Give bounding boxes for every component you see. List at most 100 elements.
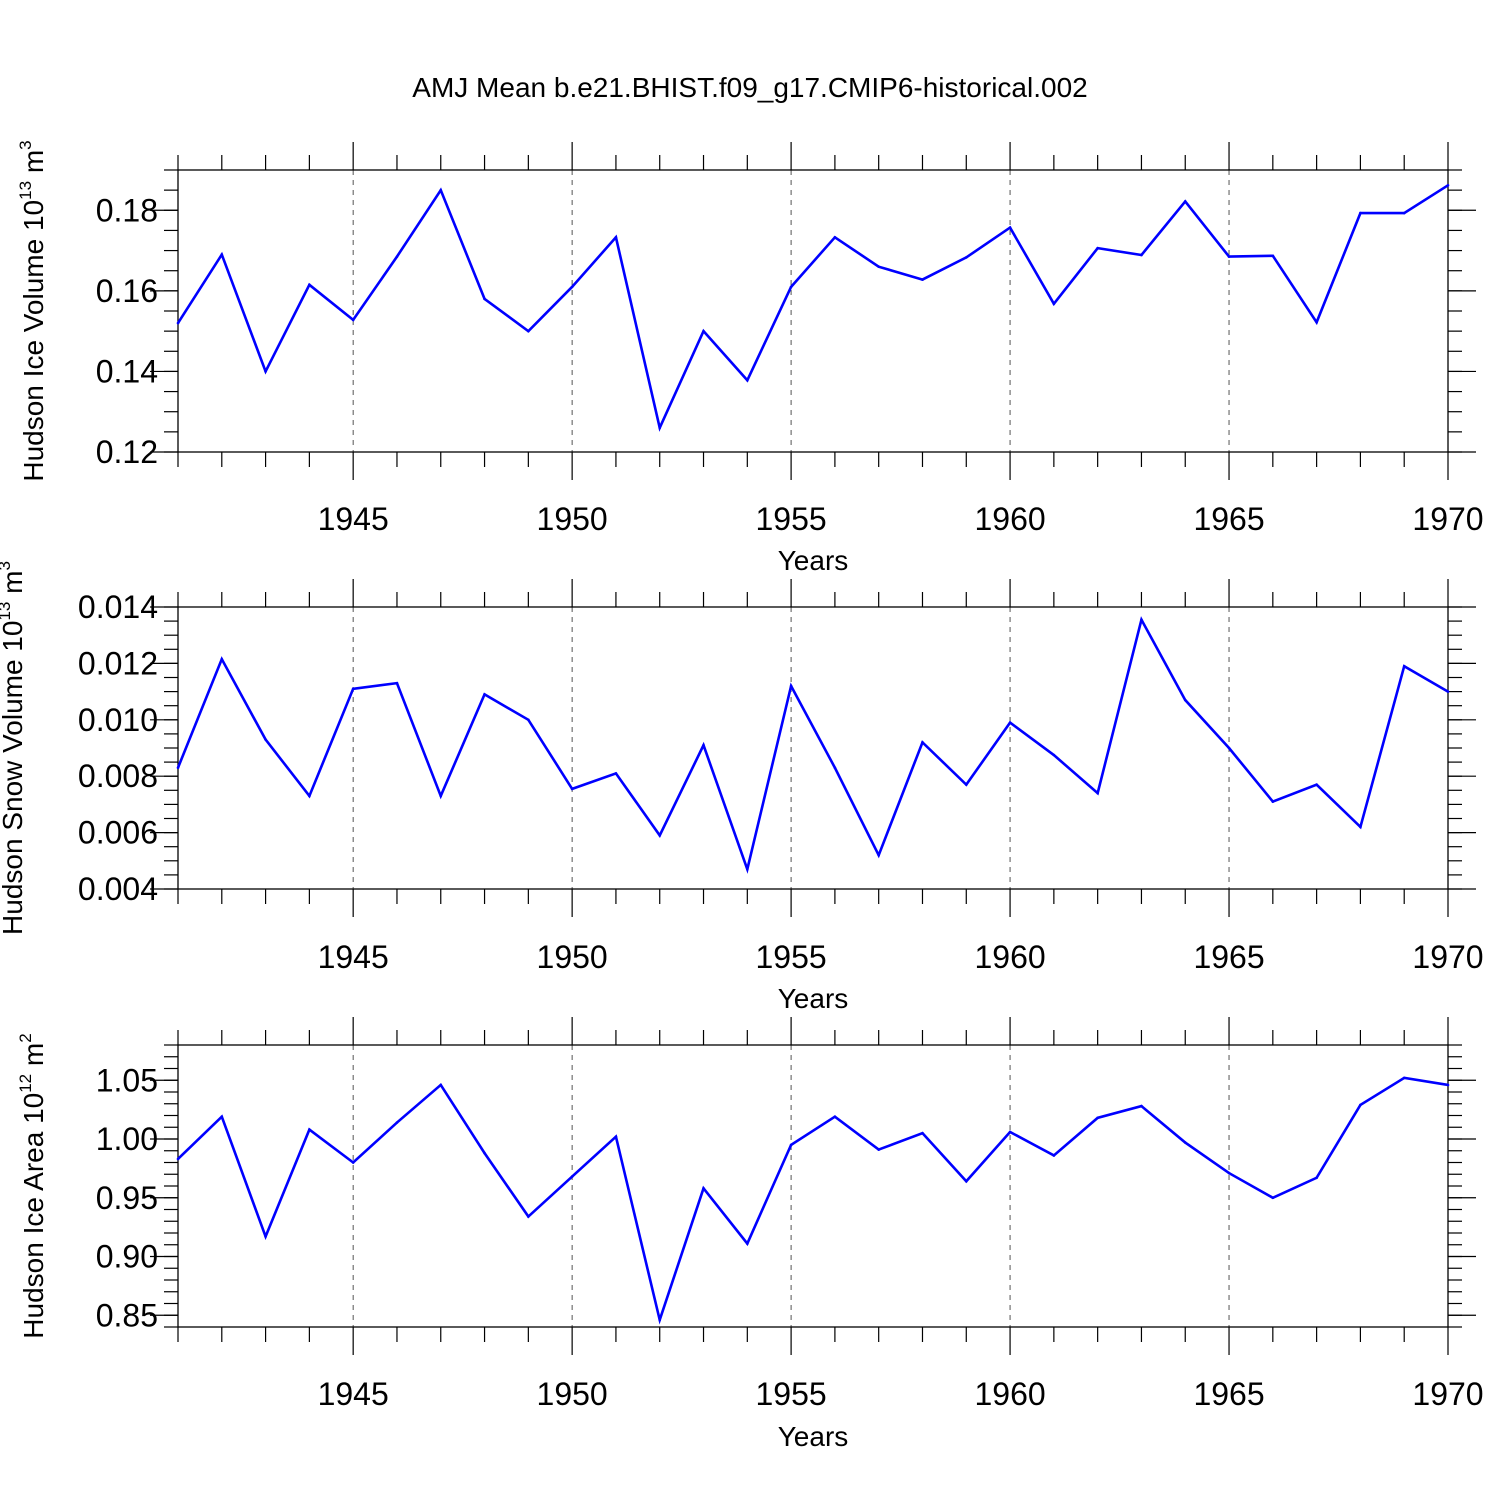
data-point (1140, 1104, 1143, 1108)
data-point (658, 1318, 662, 1322)
x-tick-label: 1970 (1412, 939, 1483, 975)
data-point (1052, 753, 1056, 757)
data-point (746, 378, 749, 382)
data-point (308, 283, 311, 287)
data-point (527, 718, 530, 722)
data-point (1315, 783, 1318, 786)
data-point (964, 783, 968, 786)
y-tick-label: 0.18 (96, 192, 158, 228)
data-point (1315, 320, 1318, 324)
y-tick-label: 0.12 (96, 434, 158, 470)
x-tick-label: 1965 (1193, 1376, 1264, 1412)
chart-title: AMJ Mean b.e21.BHIST.f09_g17.CMIP6-histo… (412, 72, 1087, 103)
data-point (964, 256, 968, 259)
data-point (264, 370, 267, 373)
y-axis-label: Hudson Ice Volume 1013 m3 (16, 140, 49, 481)
data-point (614, 1135, 618, 1138)
y-tick-label: 0.006 (78, 815, 158, 851)
data-point (1096, 246, 1099, 250)
x-tick-label: 1960 (974, 939, 1045, 975)
y-tick-label: 0.85 (96, 1297, 158, 1333)
y-tick-label: 0.008 (78, 758, 158, 794)
y-tick-label: 0.012 (78, 645, 158, 681)
data-point (658, 426, 662, 430)
data-point (264, 738, 267, 741)
series-line-ice-area (177, 1076, 1449, 1325)
data-point (789, 285, 793, 289)
data-point (1227, 255, 1231, 258)
data-point (439, 1083, 443, 1087)
data-point (439, 188, 443, 192)
data-point (483, 693, 486, 696)
data-point (264, 1235, 267, 1238)
data-point (702, 329, 705, 333)
data-point (877, 1148, 880, 1151)
data-point (1402, 664, 1406, 668)
data-point (1446, 690, 1450, 693)
data-point (395, 681, 399, 685)
data-point (1446, 1083, 1450, 1087)
data-point (614, 235, 618, 239)
data-point (833, 1115, 837, 1118)
data-point (527, 1215, 530, 1218)
x-tick-label: 1955 (756, 501, 827, 537)
data-point (746, 867, 749, 871)
data-point (1008, 1130, 1012, 1134)
data-point (1271, 254, 1275, 258)
data-point (1183, 200, 1187, 203)
data-point (1271, 800, 1275, 803)
x-tick-label: 1945 (318, 1376, 389, 1412)
data-point (570, 787, 574, 791)
data-point (483, 297, 486, 301)
x-tick-label: 1950 (537, 939, 608, 975)
data-point (308, 1128, 311, 1131)
x-tick-label: 1945 (318, 939, 389, 975)
data-point (570, 1175, 574, 1178)
data-point (220, 253, 224, 256)
data-point (1315, 1176, 1318, 1180)
data-point (1096, 791, 1099, 795)
data-point (395, 1121, 399, 1124)
data-point (1402, 211, 1406, 215)
data-point (658, 834, 662, 837)
y-tick-label: 1.00 (96, 1121, 158, 1157)
series-line-ice-volume (176, 184, 1449, 432)
x-tick-label: 1950 (537, 1376, 608, 1412)
data-point (570, 285, 574, 289)
x-axis-label: Years (778, 983, 849, 1014)
data-point (351, 1161, 355, 1164)
y-tick-label: 0.95 (96, 1180, 158, 1216)
panel-ice-volume: 0.12 0.14 0.16 0.18 1945 1950 1955 1960 1965 1970… (16, 140, 1484, 576)
data-point (1140, 253, 1143, 257)
data-point (1359, 1103, 1362, 1107)
data-point (1227, 746, 1231, 750)
data-point (220, 657, 224, 661)
data-point (877, 853, 880, 857)
data-point (789, 1143, 793, 1147)
data-point (395, 255, 399, 258)
data-point (789, 684, 793, 688)
y-tick-label: 1.05 (96, 1062, 158, 1098)
x-tick-label: 1965 (1193, 939, 1264, 975)
data-point (833, 235, 837, 239)
y-tick-label: 0.14 (96, 353, 158, 389)
data-point (702, 743, 705, 747)
data-point (746, 1242, 749, 1245)
plot-frame (177, 1044, 1449, 1328)
x-tick-label: 1970 (1412, 501, 1483, 537)
x-axis-label: Years (778, 1421, 849, 1452)
data-point (1052, 302, 1056, 306)
series-line-snow-volume (176, 616, 1449, 874)
data-point (1183, 1141, 1187, 1144)
y-tick-label: 0.16 (96, 273, 158, 309)
x-tick-label: 1950 (537, 501, 608, 537)
data-point (1402, 1076, 1406, 1080)
y-tick-label: 0.014 (78, 589, 158, 625)
data-point (1008, 721, 1012, 724)
x-tick-label: 1955 (756, 939, 827, 975)
y-axis-label: Hudson Snow Volume 1013 m3 (0, 561, 28, 935)
x-tick-label: 1960 (974, 501, 1045, 537)
data-point (1227, 1171, 1231, 1175)
x-tick-label: 1960 (974, 1376, 1045, 1412)
